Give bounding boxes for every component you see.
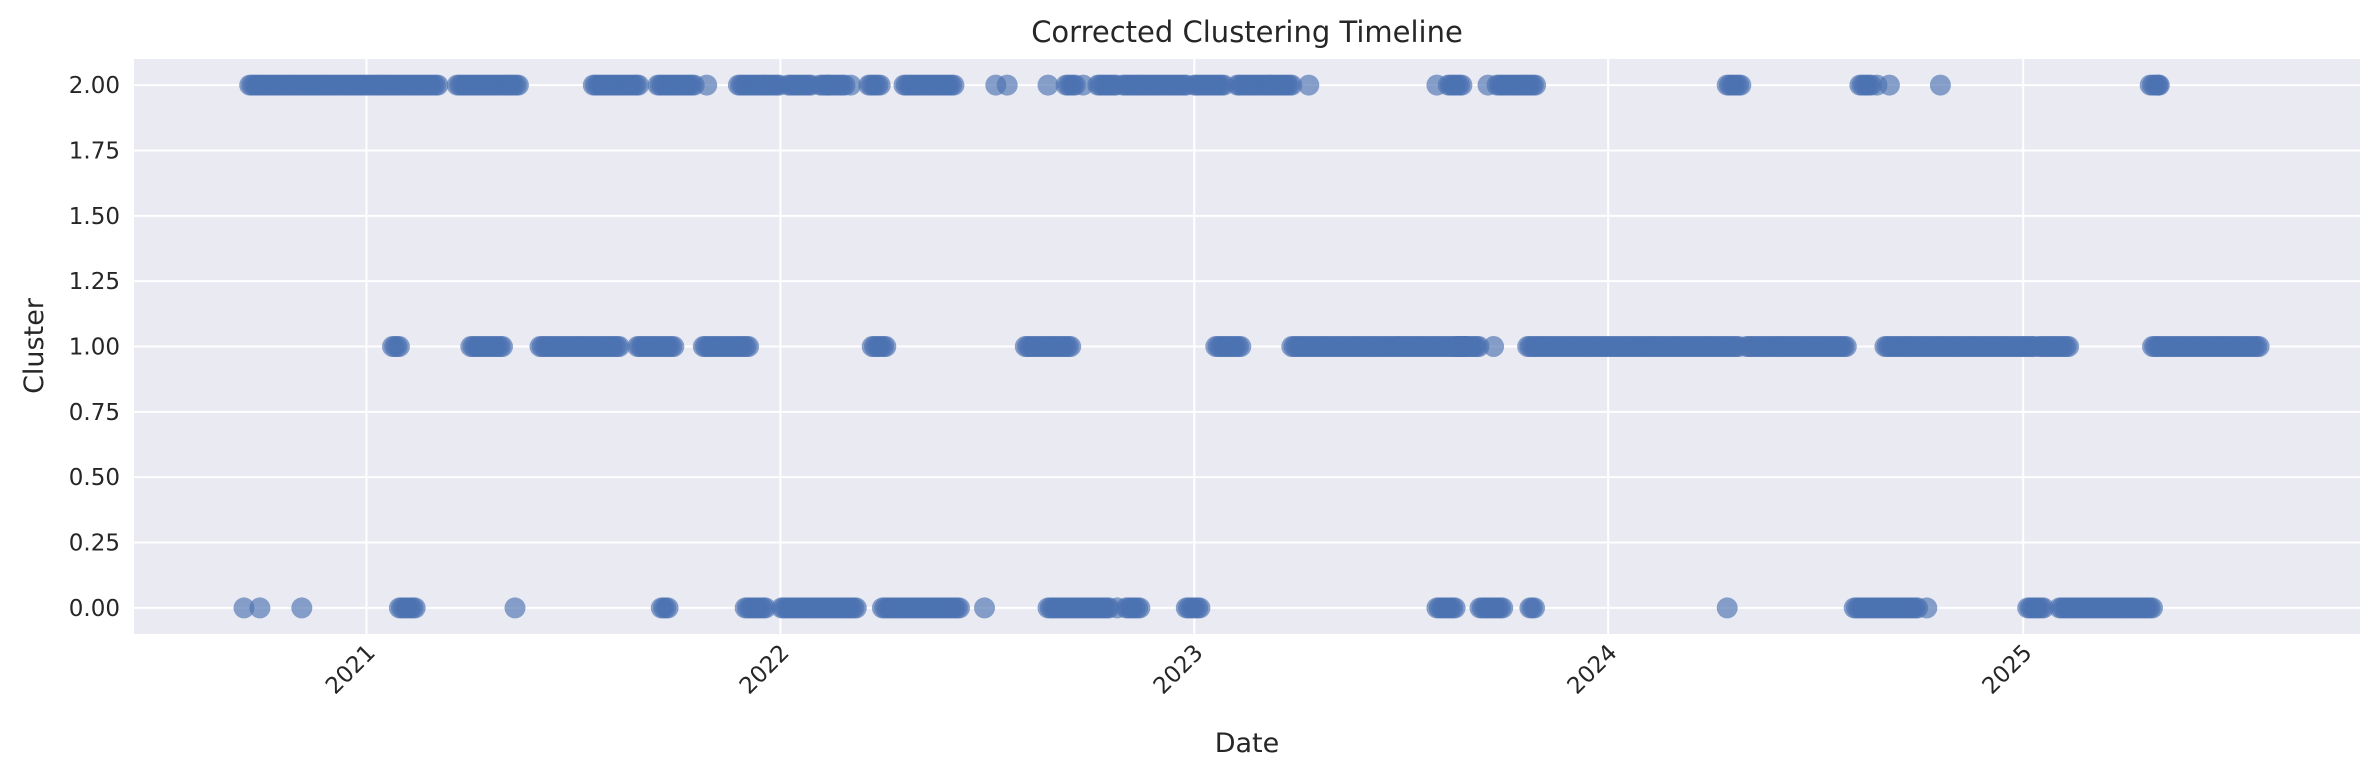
data-point (628, 74, 650, 96)
data-point (996, 74, 1018, 96)
data-point (388, 336, 410, 357)
data-point (1878, 74, 1900, 96)
data-point (404, 597, 426, 619)
y-tick-label: 2.00 (69, 73, 120, 99)
x-tick-labels: 2021 2022 2023 2024 2025 (321, 640, 2038, 700)
data-point (2142, 597, 2163, 619)
data-point (875, 336, 897, 357)
data-point (233, 597, 255, 619)
data-point (492, 336, 513, 357)
y-axis-label: Cluster (19, 297, 50, 394)
data-point (427, 74, 449, 96)
data-point (2058, 336, 2080, 357)
data-point (1716, 597, 1738, 619)
data-point (1298, 74, 1320, 96)
y-tick-label: 0.75 (69, 400, 120, 426)
data-point (738, 336, 760, 357)
data-point (1281, 74, 1303, 96)
data-point (291, 597, 313, 619)
data-point (1477, 74, 1499, 96)
x-tick-label: 2023 (1149, 640, 1209, 700)
data-point (696, 74, 718, 96)
y-tick-label: 1.50 (69, 204, 120, 230)
data-point (249, 597, 271, 619)
data-point (817, 74, 839, 96)
data-point (1916, 597, 1938, 619)
data-point (1072, 74, 1094, 96)
y-tick-label: 1.00 (69, 335, 120, 361)
data-point (869, 74, 891, 96)
data-point (1524, 597, 1545, 619)
data-point (1468, 336, 1490, 357)
data-point (1230, 336, 1252, 357)
data-point (1835, 336, 1857, 357)
y-tick-label: 0.25 (69, 531, 120, 557)
data-point (943, 74, 965, 96)
data-point (1106, 597, 1128, 619)
data-point (949, 597, 970, 619)
data-point (974, 597, 995, 619)
data-point (2147, 74, 2169, 96)
y-tick-label: 1.75 (69, 138, 120, 164)
y-tick-label: 1.25 (69, 269, 120, 295)
data-point (755, 597, 777, 619)
y-tick-label: 0.50 (69, 465, 120, 491)
y-tick-label: 0.00 (69, 596, 120, 622)
data-point (2033, 597, 2055, 619)
data-point (1730, 74, 1752, 96)
data-point (1525, 74, 1547, 96)
data-point (1444, 597, 1466, 619)
data-point (1129, 597, 1151, 619)
data-point (2248, 336, 2270, 357)
data-point (1483, 336, 1505, 357)
data-point (1060, 336, 1082, 357)
x-axis-label: Date (1215, 728, 1280, 759)
data-points (233, 74, 2270, 619)
x-tick-label: 2021 (321, 640, 381, 700)
data-point (504, 597, 526, 619)
data-point (840, 74, 862, 96)
data-point (1492, 597, 1514, 619)
data-point (663, 336, 685, 357)
x-tick-label: 2025 (1978, 640, 2038, 700)
chart-title: Corrected Clustering Timeline (1031, 15, 1463, 49)
x-tick-label: 2024 (1563, 640, 1623, 700)
data-point (507, 74, 529, 96)
data-point (1929, 74, 1951, 96)
data-point (1037, 74, 1059, 96)
data-point (845, 597, 867, 619)
data-point (657, 597, 679, 619)
data-point (1189, 597, 1211, 619)
x-tick-label: 2022 (735, 640, 795, 700)
data-point (1426, 74, 1448, 96)
data-point (608, 336, 630, 357)
y-tick-labels: 0.00 0.25 0.50 0.75 1.00 1.25 1.50 1.75 2.00 (69, 73, 120, 622)
data-point (1451, 74, 1473, 96)
